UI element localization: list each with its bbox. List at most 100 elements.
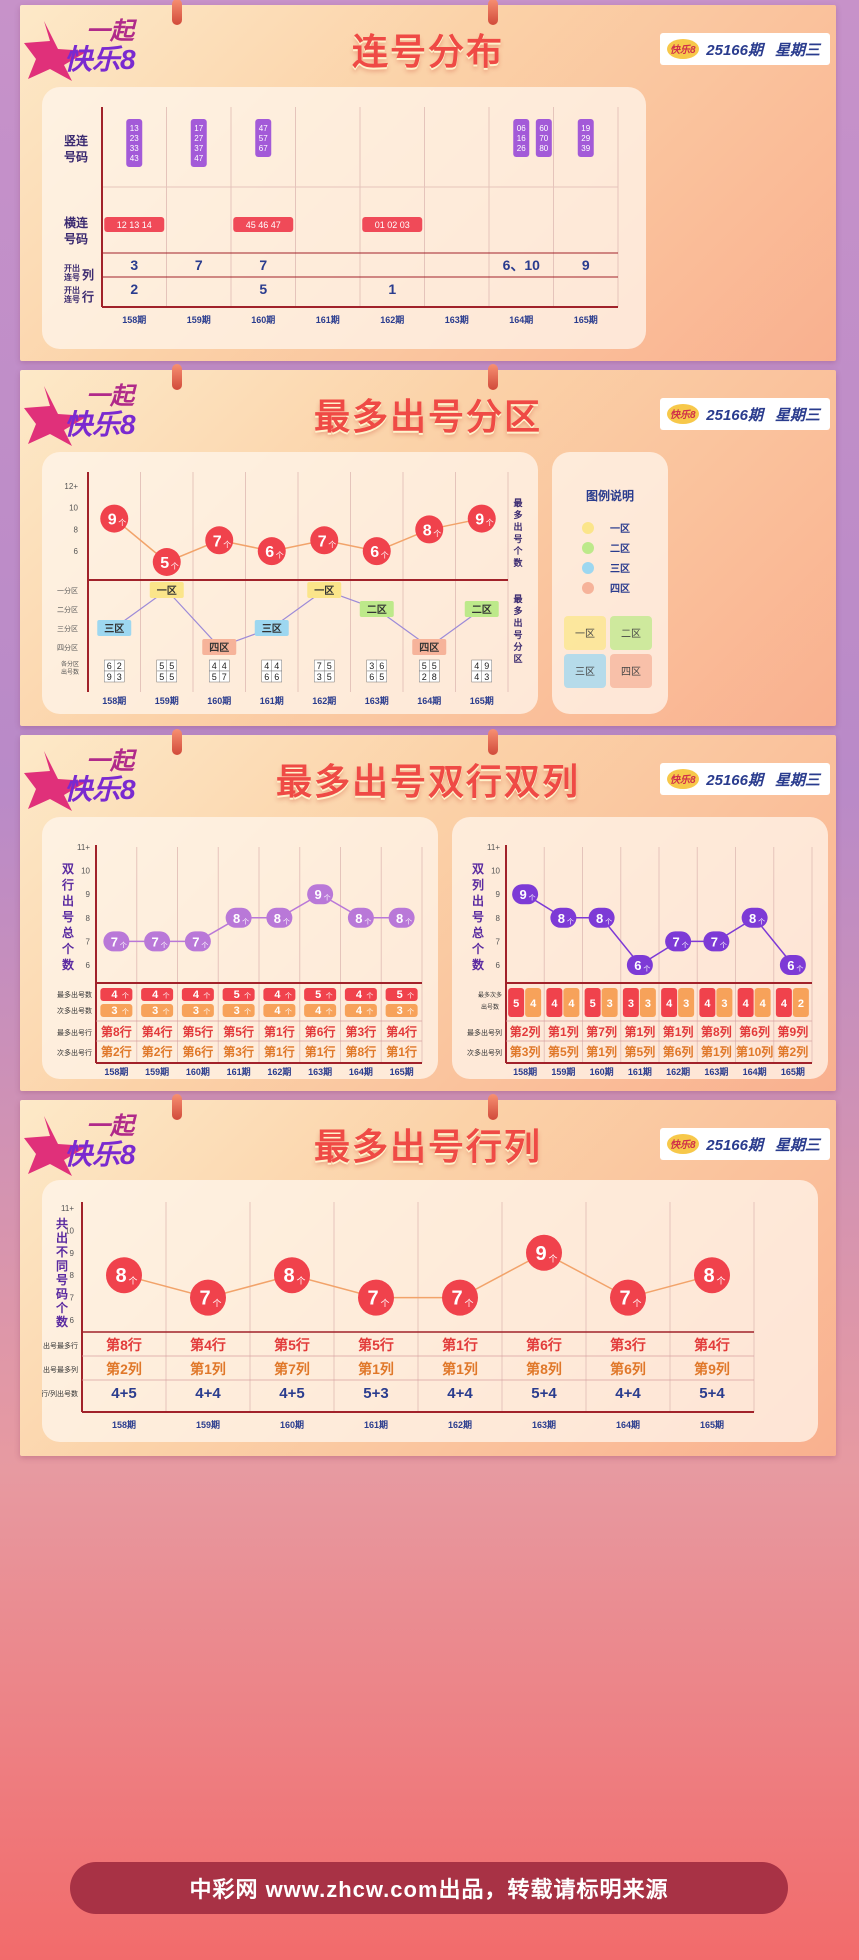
period-label: 161期 xyxy=(364,1419,388,1430)
value-unit: 个 xyxy=(529,894,536,902)
stack-value: 3 xyxy=(234,1005,240,1017)
vertical-number: 47 xyxy=(259,124,268,133)
table-value: 4+4 xyxy=(447,1385,473,1402)
count-unit: 个 xyxy=(223,540,231,549)
svg-text:快乐8: 快乐8 xyxy=(64,774,136,805)
vertical-group xyxy=(255,119,272,157)
hanger xyxy=(488,0,498,25)
vertical-number: 57 xyxy=(259,134,268,143)
value-number: 8 xyxy=(233,911,240,926)
zone-name: 三区 xyxy=(104,623,124,635)
y-tick: 6 xyxy=(496,961,501,970)
period-label: 165期 xyxy=(574,314,598,325)
value-number: 6 xyxy=(787,958,794,973)
legend-grid-cell xyxy=(564,654,606,688)
right-label-bottom: 分 xyxy=(513,641,522,652)
zone-name: 二区 xyxy=(367,604,387,616)
value-bubble xyxy=(307,884,334,905)
zone-box xyxy=(149,582,184,598)
stack-value: 4 xyxy=(666,998,673,1010)
stack-unit: 个 xyxy=(244,1008,251,1016)
stack-cell xyxy=(699,988,716,1017)
row-label-vertical: 竖连号码 xyxy=(64,133,89,164)
zone-count-cell xyxy=(324,670,335,683)
stack-cell xyxy=(508,988,525,1017)
legend-card: 图例说明 一区 二区 三区 四区 一区 二区 三区 四区 xyxy=(552,452,668,714)
count-bubble xyxy=(205,526,234,555)
hanger xyxy=(172,1094,182,1120)
stack-value: 4 xyxy=(152,989,159,1001)
section-title: 连号分布 xyxy=(351,31,504,72)
y-label-char: 码 xyxy=(56,1287,68,1301)
svg-text:快乐8: 快乐8 xyxy=(64,1139,136,1170)
row-value: 2 xyxy=(130,281,138,297)
panel-consecutive: 一起 快乐8 连号分布 快乐8 25166期 星期三 竖连号码 横连号码 开出连号列开… xyxy=(20,0,836,361)
table-value: 第8行 xyxy=(101,1024,132,1039)
stack-value: 5 xyxy=(513,998,519,1010)
zone-count-value: 5 xyxy=(379,672,384,682)
vertical-number: 27 xyxy=(194,134,203,143)
issue-number: 25166期 xyxy=(706,1136,763,1154)
period-label: 160期 xyxy=(251,314,275,325)
stack-cell xyxy=(181,988,214,1001)
stack-cell xyxy=(181,1004,214,1017)
svg-text:一起: 一起 xyxy=(86,383,138,410)
y-tick: 8 xyxy=(86,914,91,923)
vertical-group xyxy=(126,119,143,167)
stack-cell xyxy=(737,988,754,1017)
zone-count-value: 6 xyxy=(274,672,279,682)
value-number: 7 xyxy=(673,934,680,949)
row-label-row-suffix: 行 xyxy=(81,289,94,304)
stack-value: 4 xyxy=(704,998,711,1010)
value-bubble xyxy=(225,907,252,928)
period-label: 165期 xyxy=(390,1066,414,1077)
vertical-number: 23 xyxy=(130,134,139,143)
value-bubble xyxy=(106,1257,142,1294)
y-tick: 8 xyxy=(70,1271,75,1280)
zone-axis-label: 二分区 xyxy=(57,605,78,614)
svg-text:快乐8: 快乐8 xyxy=(670,44,696,56)
value-number: 7 xyxy=(619,1288,630,1310)
issue-number: 25166期 xyxy=(706,41,763,59)
stack-value: 5 xyxy=(590,998,596,1010)
table-value: 第6列 xyxy=(610,1361,646,1377)
period-label: 165期 xyxy=(470,695,494,706)
vertical-number: 16 xyxy=(517,134,526,143)
vertical-number: 39 xyxy=(581,144,590,153)
table-value: 第1列 xyxy=(625,1024,656,1039)
table-value: 第1列 xyxy=(586,1044,617,1059)
table-row-label: 次多出号数 xyxy=(57,1006,92,1015)
period-label: 160期 xyxy=(186,1066,210,1077)
col-value: 6、10 xyxy=(503,257,541,273)
table-value: 第1列 xyxy=(190,1361,226,1377)
zone-count-value: 2 xyxy=(117,661,122,671)
zone-axis-label: 三分区 xyxy=(57,624,78,633)
zone-name: 四区 xyxy=(209,642,229,654)
table-value: 第3行 xyxy=(223,1044,254,1059)
panel-double: 一起 快乐8 最多出号双行双列 快乐8 25166期 星期三 11+ 10 9 8 7 6 双… xyxy=(20,729,836,1091)
table-value: 第1列 xyxy=(663,1024,694,1039)
row-label-row: 开出连号 xyxy=(64,285,80,304)
stack-cell xyxy=(222,1004,255,1017)
zone-count-value: 5 xyxy=(422,661,427,671)
count-value: 9 xyxy=(108,512,117,529)
count-bubble xyxy=(257,537,286,566)
table-value: 第2列 xyxy=(106,1361,142,1377)
stack-value: 3 xyxy=(111,1005,117,1017)
value-unit: 个 xyxy=(632,1299,641,1309)
stack-value: 4 xyxy=(274,1005,281,1017)
stack-value: 4 xyxy=(111,989,118,1001)
stack-cell xyxy=(563,988,580,1017)
row-value: 5 xyxy=(259,281,267,297)
count-bubble xyxy=(467,504,496,533)
value-bubble xyxy=(266,907,293,928)
table-value: 第8行 xyxy=(346,1044,377,1059)
zone-count-value: 6 xyxy=(369,672,374,682)
stack-cell xyxy=(304,1004,337,1017)
zone-box xyxy=(202,639,237,655)
table-value: 第5行 xyxy=(274,1337,310,1353)
vertical-number: 13 xyxy=(130,124,139,133)
table-value: 第1行 xyxy=(442,1337,478,1353)
stack-cell xyxy=(222,988,255,1001)
table-value: 第5行 xyxy=(223,1024,254,1039)
